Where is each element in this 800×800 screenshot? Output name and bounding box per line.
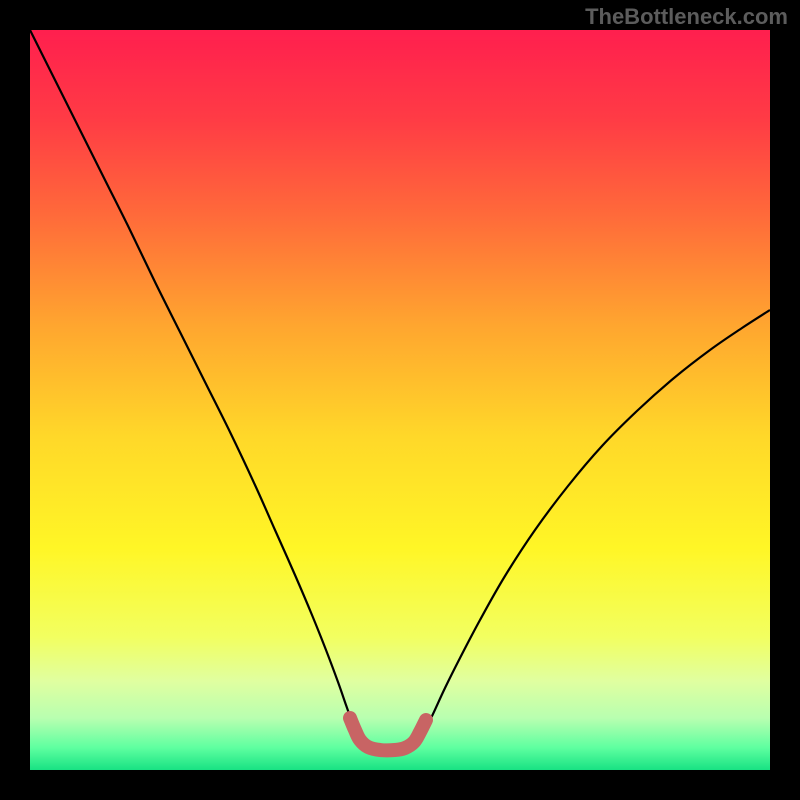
- gradient-background: [30, 30, 770, 770]
- bottleneck-chart: [0, 0, 800, 800]
- chart-svg: [0, 0, 800, 800]
- watermark-text: TheBottleneck.com: [585, 4, 788, 30]
